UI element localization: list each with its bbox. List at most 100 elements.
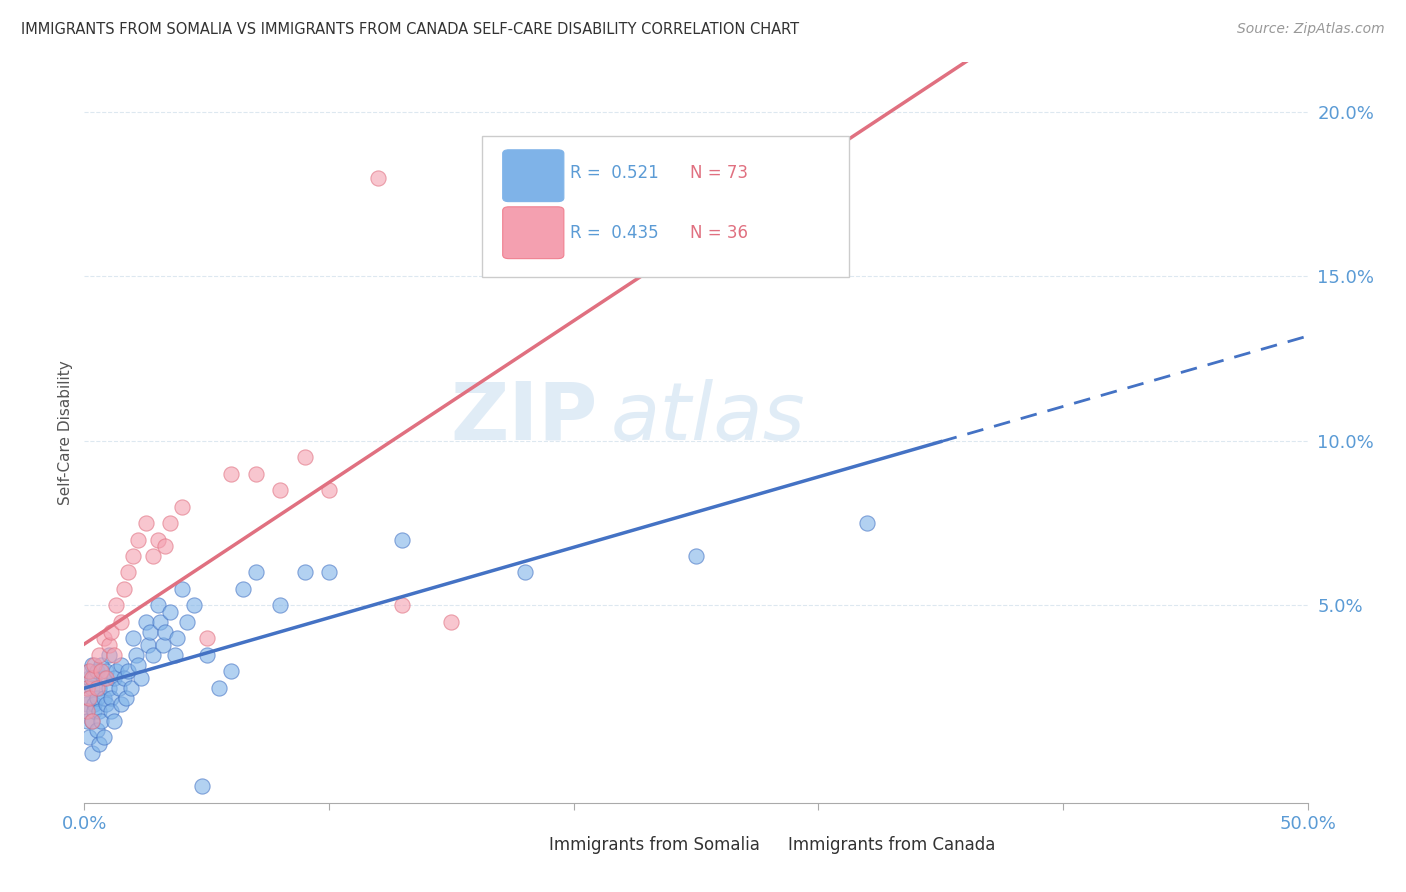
- Point: [856, 516, 879, 530]
- Point: [90, 714, 112, 728]
- Point: [195, 648, 218, 662]
- Point: [105, 664, 128, 678]
- Point: [97, 681, 120, 695]
- Point: [77, 730, 100, 744]
- Point: [80, 671, 103, 685]
- Point: [90, 657, 112, 672]
- Point: [87, 648, 110, 662]
- Point: [87, 737, 110, 751]
- Point: [513, 566, 536, 580]
- Point: [77, 690, 100, 705]
- Point: [153, 539, 176, 553]
- Text: atlas: atlas: [610, 379, 806, 457]
- Point: [166, 632, 188, 646]
- Point: [80, 681, 103, 695]
- Point: [77, 664, 100, 678]
- Point: [96, 671, 118, 685]
- Text: Immigrants from Canada: Immigrants from Canada: [787, 836, 995, 854]
- Text: N = 73: N = 73: [690, 164, 748, 183]
- Point: [219, 467, 242, 481]
- Point: [105, 599, 128, 613]
- FancyBboxPatch shape: [728, 827, 779, 861]
- Point: [183, 599, 205, 613]
- Point: [294, 450, 316, 465]
- Point: [391, 599, 413, 613]
- Point: [115, 690, 138, 705]
- FancyBboxPatch shape: [503, 207, 564, 259]
- Point: [110, 697, 132, 711]
- Point: [153, 624, 176, 639]
- Point: [117, 566, 139, 580]
- Point: [269, 483, 291, 498]
- Point: [146, 599, 169, 613]
- Point: [163, 648, 186, 662]
- Point: [93, 730, 115, 744]
- Text: IMMIGRANTS FROM SOMALIA VS IMMIGRANTS FROM CANADA SELF-CARE DISABILITY CORRELATI: IMMIGRANTS FROM SOMALIA VS IMMIGRANTS FR…: [21, 22, 799, 37]
- Point: [149, 615, 172, 629]
- Point: [77, 671, 100, 685]
- Point: [159, 605, 181, 619]
- Point: [86, 681, 108, 695]
- Point: [367, 170, 389, 185]
- Point: [83, 697, 105, 711]
- Point: [86, 690, 108, 705]
- Point: [122, 549, 145, 563]
- Point: [86, 664, 108, 678]
- Point: [93, 690, 115, 705]
- Point: [172, 582, 194, 596]
- Point: [76, 681, 98, 695]
- FancyBboxPatch shape: [482, 136, 849, 277]
- Point: [100, 690, 122, 705]
- Point: [103, 714, 125, 728]
- Text: R =  0.435: R = 0.435: [569, 224, 658, 242]
- Point: [100, 624, 122, 639]
- Point: [125, 648, 148, 662]
- Point: [76, 681, 98, 695]
- Point: [191, 780, 214, 794]
- Point: [97, 648, 120, 662]
- Point: [110, 615, 132, 629]
- Point: [146, 533, 169, 547]
- Point: [87, 681, 110, 695]
- Point: [96, 664, 118, 678]
- Point: [80, 657, 103, 672]
- Text: N = 36: N = 36: [690, 224, 748, 242]
- Point: [76, 714, 98, 728]
- Point: [77, 690, 100, 705]
- Point: [135, 516, 157, 530]
- Point: [245, 467, 267, 481]
- Point: [127, 533, 149, 547]
- Point: [129, 671, 152, 685]
- Point: [120, 681, 142, 695]
- FancyBboxPatch shape: [491, 827, 541, 861]
- Text: ZIP: ZIP: [451, 379, 598, 457]
- Point: [269, 599, 291, 613]
- Point: [83, 671, 105, 685]
- Point: [107, 681, 129, 695]
- Text: R =  0.521: R = 0.521: [569, 164, 659, 183]
- Point: [685, 549, 707, 563]
- Y-axis label: Self-Care Disability: Self-Care Disability: [58, 360, 73, 505]
- Point: [76, 697, 98, 711]
- Point: [110, 657, 132, 672]
- Point: [100, 704, 122, 718]
- Point: [112, 582, 135, 596]
- Point: [318, 566, 340, 580]
- Point: [391, 533, 413, 547]
- Point: [112, 671, 135, 685]
- Point: [127, 657, 149, 672]
- FancyBboxPatch shape: [503, 150, 564, 202]
- Point: [195, 632, 218, 646]
- Point: [172, 500, 194, 514]
- Point: [77, 664, 100, 678]
- Point: [97, 638, 120, 652]
- Point: [103, 648, 125, 662]
- Point: [80, 747, 103, 761]
- Point: [87, 704, 110, 718]
- Point: [159, 516, 181, 530]
- Point: [440, 615, 463, 629]
- Point: [93, 632, 115, 646]
- Point: [294, 566, 316, 580]
- Point: [80, 714, 103, 728]
- Point: [117, 664, 139, 678]
